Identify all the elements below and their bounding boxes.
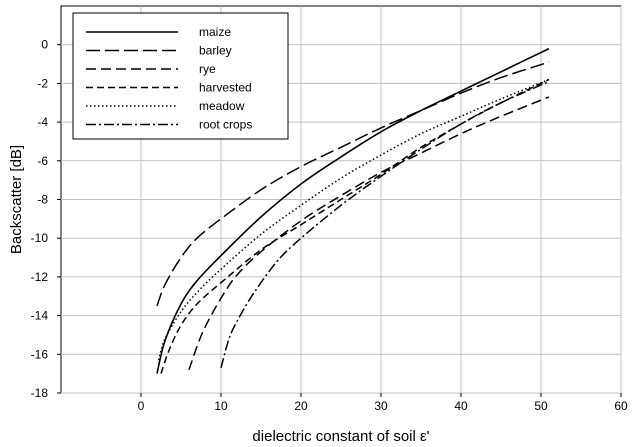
x-tick-label: 10 [214,399,228,413]
series-line-maize [156,47,550,374]
series-line-rye [188,96,550,371]
x-tick-label: 20 [294,399,308,413]
y-axis-label: Backscatter [dB] [8,145,25,254]
legend-label: barley [199,44,232,58]
legend-label: meadow [199,99,245,113]
y-tick-label: -4 [37,115,48,129]
y-tick-label: -14 [31,309,49,323]
y-tick-label: -8 [37,193,48,207]
legend: maize barley rye harvested meadow root crops [72,12,289,140]
x-axis-label: dielectric constant of soil ε' [252,428,429,445]
legend-label: rye [199,62,216,76]
y-tick-label: -12 [31,270,49,284]
x-tick-label: 50 [534,399,548,413]
legend-label: harvested [199,81,252,95]
legend-box [72,12,289,140]
tick-labels: 0 10 20 30 40 50 60 -18 -16 -14 -12 -10 -8 -6 -4 -2 0 [31,38,628,413]
x-tick-label: 30 [374,399,388,413]
y-tick-label: -6 [37,154,48,168]
x-tick-label: 60 [614,399,628,413]
x-tick-label: 0 [138,399,145,413]
y-tick-label: -2 [37,76,48,90]
legend-label: root crops [199,118,252,132]
y-tick-label: -16 [31,347,49,361]
legend-label: maize [199,25,231,39]
series-line-root-crops [220,80,550,368]
y-tick-label: 0 [41,38,48,52]
grid-lines [61,6,622,394]
series-line-barley [156,61,550,307]
series-lines [156,47,550,374]
x-tick-label: 40 [454,399,468,413]
y-tick-label: -18 [31,386,49,400]
y-tick-label: -10 [31,231,49,245]
